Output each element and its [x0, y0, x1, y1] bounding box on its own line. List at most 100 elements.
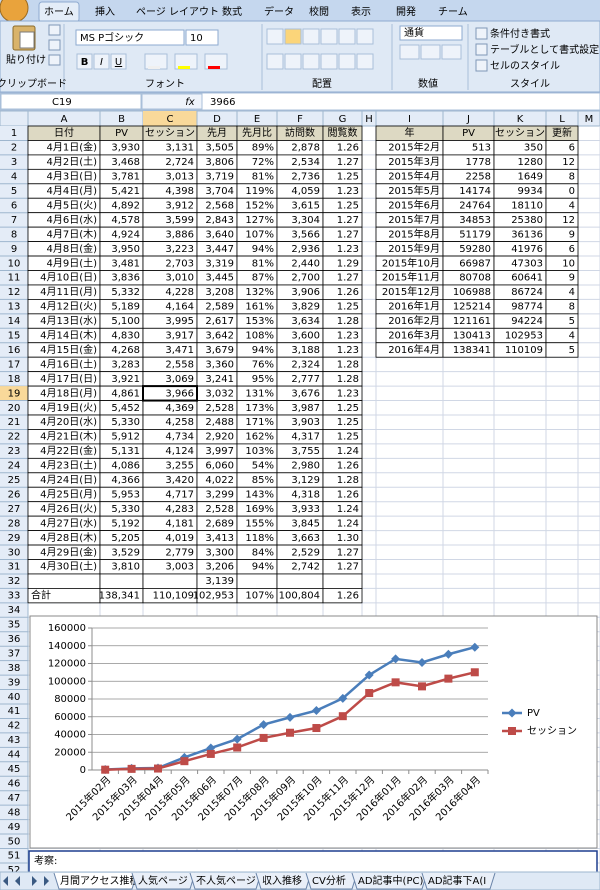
style-command[interactable]: 条件付き書式	[490, 27, 550, 40]
font-size-box[interactable]	[185, 29, 219, 46]
tab-nav-button[interactable]	[44, 876, 49, 886]
tab-nav-button[interactable]	[32, 876, 37, 886]
row-header[interactable]: 37	[8, 648, 21, 659]
row-header[interactable]: 30	[8, 547, 21, 558]
row-header[interactable]: 4	[11, 172, 17, 183]
sheet-tab-label[interactable]: 収入推移	[262, 874, 302, 887]
column-header[interactable]: D	[213, 114, 221, 125]
column-header[interactable]: B	[118, 114, 125, 125]
ribbon-tab[interactable]: 校閲	[309, 5, 329, 18]
row-header[interactable]: 23	[8, 446, 21, 457]
align-button[interactable]	[266, 28, 284, 45]
align-button[interactable]	[320, 28, 338, 45]
clipboard-small-icon[interactable]	[48, 39, 61, 51]
ribbon-tab[interactable]: ホーム	[44, 6, 74, 18]
row-header[interactable]: 2	[11, 143, 17, 154]
number-format-box[interactable]	[399, 25, 463, 41]
row-header[interactable]: 21	[8, 417, 21, 428]
tab-nav-button[interactable]	[15, 876, 20, 886]
row-header[interactable]: 38	[8, 663, 21, 674]
ribbon-tab[interactable]: データ	[264, 5, 294, 18]
column-header[interactable]: H	[365, 114, 373, 125]
format-button[interactable]	[110, 53, 127, 70]
font-name[interactable]: MS Pゴシック	[80, 31, 144, 44]
row-header[interactable]: 32	[8, 576, 21, 587]
sheet-tab-label[interactable]: AD記事下A(I	[428, 874, 486, 887]
sheet-tab-label[interactable]: 月間アクセス推移	[60, 874, 140, 887]
font-name-box[interactable]	[75, 29, 185, 46]
row-header[interactable]: 36	[8, 634, 21, 645]
row-header[interactable]: 44	[8, 750, 21, 761]
row-header[interactable]: 13	[8, 302, 21, 313]
cell[interactable]	[99, 573, 144, 589]
row-header[interactable]: 31	[8, 562, 21, 573]
row-header[interactable]: 33	[8, 591, 21, 602]
cell[interactable]	[322, 588, 363, 604]
row-header[interactable]: 35	[8, 620, 21, 631]
row-header[interactable]: 27	[8, 504, 21, 515]
row-header[interactable]: 3	[11, 157, 17, 168]
number-button[interactable]	[399, 44, 420, 60]
clipboard-small-icon[interactable]	[48, 54, 61, 66]
row-header[interactable]: 18	[8, 374, 21, 385]
row-header[interactable]: 43	[8, 735, 21, 746]
row-header[interactable]: 49	[8, 822, 21, 833]
cell[interactable]	[27, 573, 101, 589]
format-button-label[interactable]: I	[100, 57, 103, 68]
tab-nav-button[interactable]	[3, 876, 8, 886]
row-header[interactable]: 14	[8, 316, 21, 327]
ribbon-tab[interactable]: 挿入	[95, 5, 115, 18]
sheet-tab-label[interactable]: 人気ページ	[138, 874, 188, 887]
column-header[interactable]: G	[339, 114, 347, 125]
active-cell[interactable]	[142, 385, 198, 402]
cell[interactable]	[322, 573, 363, 589]
align-button[interactable]	[320, 53, 338, 70]
fx-icon[interactable]: fx	[185, 97, 195, 108]
row-header[interactable]: 1	[11, 128, 17, 139]
row-header[interactable]: 24	[8, 461, 21, 472]
number-button[interactable]	[441, 44, 462, 60]
column-header[interactable]: K	[517, 114, 524, 125]
row-header[interactable]: 50	[8, 836, 21, 847]
row-header[interactable]: 19	[8, 388, 21, 399]
clipboard-small-icon[interactable]	[48, 24, 61, 36]
row-header[interactable]: 42	[8, 721, 21, 732]
row-header[interactable]: 39	[8, 677, 21, 688]
font-size[interactable]: 10	[190, 33, 203, 44]
row-header[interactable]: 6	[11, 200, 17, 211]
cell[interactable]	[236, 573, 278, 589]
row-header[interactable]: 26	[8, 489, 21, 500]
sheet-tab[interactable]	[421, 872, 496, 890]
column-header[interactable]: A	[61, 114, 68, 125]
name-box-value[interactable]: C19	[52, 97, 72, 108]
row-header[interactable]: 20	[8, 403, 21, 414]
column-header[interactable]: L	[559, 114, 565, 125]
row-header[interactable]: 25	[8, 475, 21, 486]
row-header[interactable]: 47	[8, 793, 21, 804]
row-header[interactable]: 28	[8, 518, 21, 529]
column-header[interactable]: J	[466, 114, 470, 125]
name-box[interactable]	[0, 93, 142, 110]
row-header[interactable]: 11	[8, 273, 21, 284]
row-header[interactable]: 40	[8, 692, 21, 703]
align-button[interactable]	[356, 28, 374, 45]
cell[interactable]	[276, 573, 324, 589]
align-button[interactable]	[338, 53, 356, 70]
ribbon-tab[interactable]: ページ レイアウト	[136, 6, 219, 18]
number-button[interactable]	[420, 44, 441, 60]
row-header[interactable]: 34	[8, 605, 21, 616]
format-button-label[interactable]: B	[81, 57, 89, 68]
row-header[interactable]: 9	[11, 244, 17, 255]
row-header[interactable]: 52	[8, 865, 21, 876]
column-header[interactable]: I	[408, 114, 411, 125]
align-button[interactable]	[302, 53, 320, 70]
row-header[interactable]: 8	[11, 229, 17, 240]
row-header[interactable]: 29	[8, 533, 21, 544]
row-header[interactable]: 51	[8, 851, 21, 862]
align-button[interactable]	[302, 28, 320, 45]
row-header[interactable]: 45	[8, 764, 21, 775]
row-header[interactable]: 5	[11, 186, 17, 197]
row-header[interactable]: 15	[8, 331, 21, 342]
number-format[interactable]: 通貨	[404, 26, 424, 39]
column-header[interactable]: M	[585, 114, 594, 125]
